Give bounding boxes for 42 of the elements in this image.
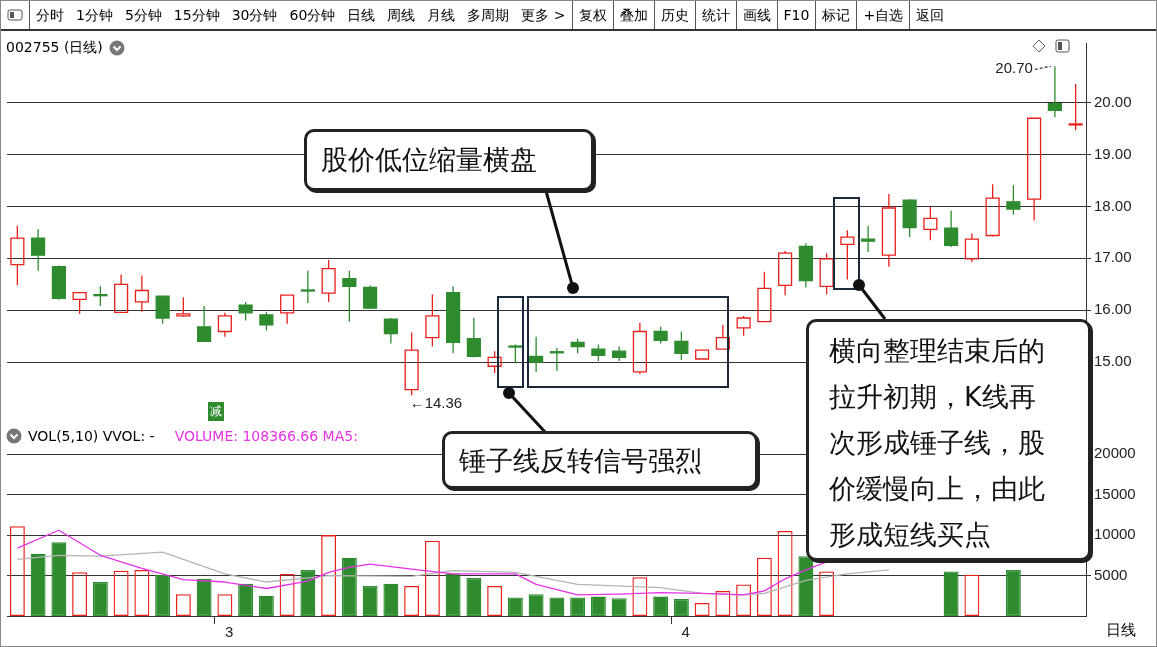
x-tick-label: 3 <box>224 623 234 641</box>
text: +自选 <box>856 1 910 29</box>
text: 多周期 <box>466 6 511 25</box>
text: 复权 <box>571 1 613 29</box>
text: 5分钟 <box>123 6 163 25</box>
text: 月线 <box>426 6 457 25</box>
chart-subtitle: VOLUME: 108366.66 MA5: <box>174 428 358 444</box>
y-tick-label: 19.00 <box>1094 144 1132 162</box>
annotation: 股价低位缩量横盘 <box>304 129 594 191</box>
text: 叠加 <box>612 1 654 29</box>
annotation: 减 <box>208 402 224 421</box>
text: F10 <box>776 1 816 29</box>
text: 画线 <box>735 1 777 29</box>
y-tick-label: 16.00 <box>1094 300 1132 318</box>
y-tick-label: 15000 <box>1094 484 1136 502</box>
y-tick-label: 17.00 <box>1094 248 1132 266</box>
text: 历史 <box>653 1 695 29</box>
y-tick-label: 5000 <box>1094 565 1128 583</box>
text: 分时 <box>29 1 70 29</box>
text: 15分钟 <box>172 6 221 25</box>
text: 周线 <box>386 6 417 25</box>
text: 1分钟 <box>75 6 114 25</box>
y-tick-label: 10000 <box>1094 525 1136 543</box>
y-tick-label: 18.00 <box>1094 196 1132 214</box>
text: 日线 <box>1106 621 1136 640</box>
x-tick-label: 4 <box>681 623 690 641</box>
y-tick-label: 20.00 <box>1094 92 1132 110</box>
chart-title: 002755 (日线) <box>6 39 104 57</box>
annotation: 20.70 <box>995 59 1033 77</box>
text: 60分钟 <box>288 6 337 25</box>
annotation: ←14.36 <box>409 394 463 412</box>
annotation: 横向整理结束后的拉升初期，K线再次形成锤子线，股价缓慢向上，由此形成短线买点 <box>806 319 1091 561</box>
annotation: 锤子线反转信号强烈 <box>442 431 758 489</box>
text: 返回 <box>909 1 951 29</box>
chart-title: VOL(5,10) VVOL: - <box>28 428 155 444</box>
text: 30分钟 <box>230 6 279 25</box>
text: 标记 <box>815 1 857 29</box>
text: 更多 > <box>520 6 567 25</box>
text: 统计 <box>694 1 736 29</box>
y-tick-label: 20000 <box>1094 444 1136 462</box>
y-tick-label: 15.00 <box>1094 352 1132 370</box>
text: 日线 <box>346 6 377 25</box>
